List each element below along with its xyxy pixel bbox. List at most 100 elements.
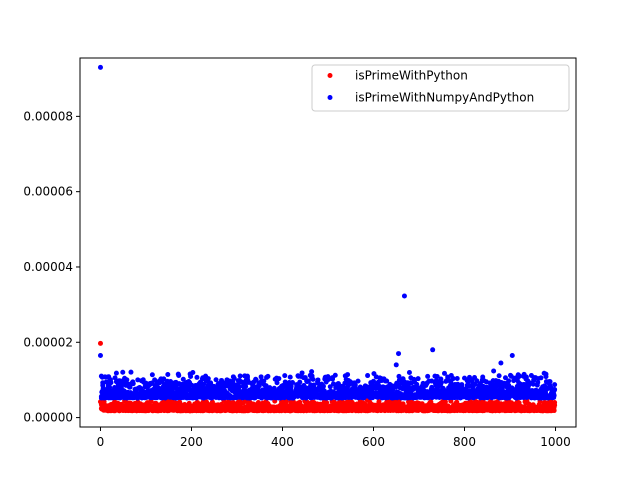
outlier-point <box>401 293 407 299</box>
data-point <box>309 369 315 375</box>
data-point <box>371 378 376 384</box>
data-point <box>551 393 557 398</box>
data-point <box>355 378 361 384</box>
y-tick-label: 0.00002 <box>23 335 73 349</box>
data-point <box>107 384 113 390</box>
outlier-point <box>509 352 515 358</box>
data-point <box>274 380 280 386</box>
data-point <box>237 373 243 379</box>
data-point <box>438 380 444 386</box>
x-tick-label: 200 <box>180 435 203 449</box>
data-point <box>523 374 529 380</box>
data-point <box>535 379 541 385</box>
data-point <box>428 399 434 405</box>
data-point <box>149 372 155 378</box>
legend-label-numpy: isPrimeWithNumpyAndPython <box>355 91 534 105</box>
data-point <box>450 376 456 382</box>
y-tick-label: 0.00006 <box>23 185 73 199</box>
legend: isPrimeWithPython isPrimeWithNumpyAndPyt… <box>311 64 570 112</box>
legend-box <box>311 64 570 112</box>
data-point <box>530 381 536 387</box>
data-point <box>537 399 543 405</box>
data-point <box>366 384 372 390</box>
data-point <box>311 382 317 388</box>
data-point <box>236 384 242 390</box>
data-point <box>108 380 114 386</box>
data-point <box>320 383 326 389</box>
outlier-point <box>498 360 504 366</box>
data-point <box>552 386 558 392</box>
outlier-point <box>393 362 399 368</box>
legend-marker-python <box>327 73 333 78</box>
data-point <box>459 384 465 390</box>
data-point <box>253 377 259 383</box>
legend-label-python: isPrimeWithPython <box>355 69 468 83</box>
legend-marker-numpy <box>327 95 333 100</box>
data-point <box>332 372 338 378</box>
data-point <box>124 377 130 383</box>
data-point <box>287 374 293 380</box>
axes-frame <box>79 57 577 428</box>
y-tick-label: 0.00000 <box>23 411 73 425</box>
data-point <box>552 382 558 388</box>
data-point <box>551 408 557 414</box>
data-point <box>496 373 502 379</box>
data-point <box>244 373 250 379</box>
data-point <box>276 376 282 382</box>
x-axis-ticks: 0 200 400 600 800 1000 <box>97 427 571 449</box>
data-point <box>130 381 136 387</box>
points-layer <box>97 64 558 414</box>
data-point <box>480 374 486 380</box>
data-point <box>243 383 249 389</box>
data-point <box>538 375 544 381</box>
data-point <box>429 378 435 384</box>
data-point <box>406 370 412 376</box>
data-point <box>310 376 316 382</box>
data-point <box>189 382 195 388</box>
data-point <box>438 376 444 382</box>
series-0 <box>97 340 558 414</box>
data-point <box>120 369 126 375</box>
data-point <box>506 378 512 384</box>
data-point <box>441 370 447 376</box>
outlier-point <box>99 404 105 410</box>
data-point <box>434 373 440 379</box>
data-point <box>213 377 219 383</box>
x-tick-label: 1000 <box>540 435 571 449</box>
data-point <box>547 379 553 385</box>
data-point <box>384 378 390 384</box>
data-point <box>345 372 351 378</box>
data-point <box>305 378 311 384</box>
y-axis-ticks: 0.00000 0.00002 0.00004 0.00006 0.00008 <box>23 109 80 425</box>
data-point <box>265 373 271 379</box>
data-point <box>491 368 497 374</box>
data-point <box>425 373 431 379</box>
data-point <box>112 375 118 381</box>
data-point <box>258 374 264 380</box>
data-point <box>297 379 303 385</box>
data-point <box>176 372 182 378</box>
data-point <box>543 371 549 377</box>
data-point <box>324 400 330 406</box>
data-point <box>161 376 167 382</box>
x-tick-label: 600 <box>362 435 385 449</box>
data-point <box>188 373 194 379</box>
data-point <box>180 376 186 382</box>
data-point <box>290 380 296 386</box>
outlier-point <box>97 340 103 346</box>
data-point <box>205 376 211 382</box>
data-point <box>415 376 421 382</box>
data-point <box>552 400 558 406</box>
data-point <box>261 378 267 384</box>
data-point <box>502 375 508 381</box>
data-point <box>517 373 523 379</box>
data-point <box>299 370 305 376</box>
series-1 <box>97 64 558 401</box>
data-point <box>282 373 288 379</box>
data-point <box>396 373 402 379</box>
data-point <box>365 373 371 379</box>
data-point <box>231 375 237 381</box>
outlier-point <box>113 370 119 376</box>
data-point <box>325 377 331 382</box>
